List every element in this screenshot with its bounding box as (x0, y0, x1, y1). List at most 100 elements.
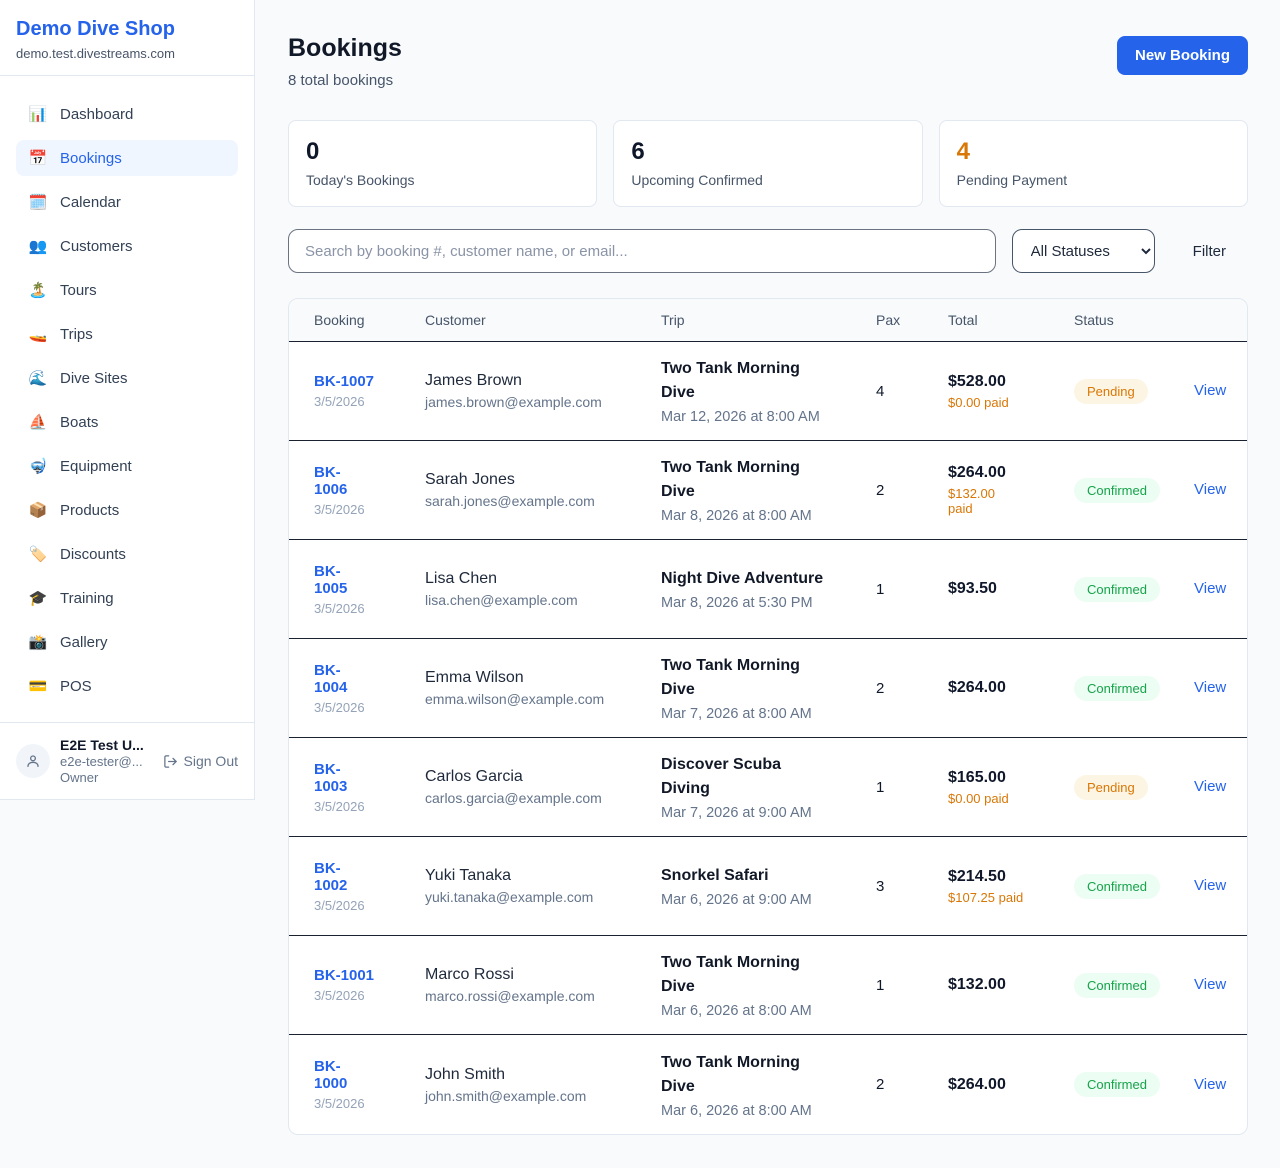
sidebar-item-tours[interactable]: 🏝️ Tours (16, 272, 238, 308)
sidebar-item-bookings[interactable]: 📅 Bookings (16, 140, 238, 176)
status-cell: Confirmed (1074, 576, 1194, 602)
customer-email: marco.rossi@example.com (425, 988, 595, 1004)
table-row: BK-1000 3/5/2026 John Smith john.smith@e… (289, 1035, 1247, 1134)
stat-value: 4 (956, 138, 971, 165)
customer-name: Lisa Chen (425, 570, 498, 587)
paid-amount: $132.00 paid (948, 486, 995, 516)
view-link[interactable]: View (1194, 877, 1227, 894)
view-link[interactable]: View (1194, 481, 1227, 498)
new-booking-button[interactable]: New Booking (1116, 36, 1248, 75)
sidebar-item-customers[interactable]: 👥 Customers (16, 228, 238, 264)
trip-datetime: Mar 7, 2026 at 8:00 AM (661, 706, 812, 722)
user-section: E2E Test U... e2e-tester@... Owner Sign … (0, 722, 254, 799)
customer-cell: Yuki Tanaka yuki.tanaka@example.com (425, 867, 661, 905)
column-header: Pax (876, 312, 901, 328)
trip-datetime: Mar 12, 2026 at 8:00 AM (661, 409, 820, 425)
trip-datetime: Mar 6, 2026 at 9:00 AM (661, 892, 812, 908)
package-icon: 📦 (28, 502, 48, 519)
status-badge: Confirmed (1074, 1072, 1160, 1097)
customer-cell: Lisa Chen lisa.chen@example.com (425, 570, 661, 608)
sidebar-item-boats[interactable]: ⛵ Boats (16, 404, 238, 440)
stat-label: Today's Bookings (306, 172, 415, 188)
avatar (16, 744, 50, 778)
pax-count: 1 (876, 580, 885, 598)
view-link[interactable]: View (1194, 679, 1227, 696)
sidebar-item-equipment[interactable]: 🤿 Equipment (16, 448, 238, 484)
total-amount: $214.50 (948, 867, 1006, 885)
column-header: Customer (425, 312, 486, 328)
customer-email: carlos.garcia@example.com (425, 790, 602, 806)
booking-date: 3/5/2026 (314, 988, 365, 1003)
status-badge: Confirmed (1074, 477, 1160, 503)
trip-cell: Two Tank Morning Dive Mar 7, 2026 at 8:0… (661, 654, 876, 722)
user-name: E2E Test U... (60, 737, 144, 753)
pax-count: 2 (876, 481, 885, 499)
sidebar-item-products[interactable]: 📦 Products (16, 492, 238, 528)
filters-row: All Statuses Filter (288, 229, 1248, 273)
booking-id-link[interactable]: BK-1002 (314, 859, 348, 894)
booking-id-link[interactable]: BK-1000 (314, 1058, 348, 1092)
status-filter-select[interactable]: All Statuses (1011, 229, 1155, 273)
customer-name: John Smith (425, 1065, 506, 1083)
booking-date: 3/5/2026 (314, 699, 365, 715)
column-header: Booking (314, 312, 365, 328)
booking-cell: BK-1002 3/5/2026 (314, 860, 425, 913)
booking-cell: BK-1005 3/5/2026 (314, 563, 425, 616)
customer-cell: Sarah Jones sarah.jones@example.com (425, 471, 661, 509)
sidebar-item-gallery[interactable]: 📸 Gallery (16, 624, 238, 660)
actions-cell: View (1194, 1076, 1247, 1094)
booking-id-link[interactable]: BK-1005 (314, 562, 348, 597)
total-amount: $528.00 (948, 372, 1006, 390)
customer-name: Yuki Tanaka (425, 867, 511, 884)
table-row: BK-1004 3/5/2026 Emma Wilson emma.wilson… (289, 639, 1247, 738)
booking-id-link[interactable]: BK-1006 (314, 463, 348, 498)
page-heading-group: Bookings 8 total bookings (288, 34, 402, 89)
trip-cell: Two Tank Morning Dive Mar 8, 2026 at 8:0… (661, 456, 876, 524)
table-row: BK-1003 3/5/2026 Carlos Garcia carlos.ga… (289, 738, 1247, 837)
status-cell: Confirmed (1074, 477, 1194, 503)
sidebar-item-label: Training (60, 589, 114, 607)
pax-count: 2 (876, 679, 885, 697)
sidebar-item-label: Gallery (60, 633, 108, 651)
sidebar-item-pos[interactable]: 💳 POS (16, 668, 238, 704)
total-cell: $264.00 $132.00 paid (948, 464, 1074, 516)
status-cell: Pending (1074, 378, 1194, 404)
sidebar: Demo Dive Shop demo.test.divestreams.com… (0, 0, 255, 800)
search-input[interactable] (288, 229, 996, 273)
booking-cell: BK-1004 3/5/2026 (314, 662, 425, 715)
sidebar-item-training[interactable]: 🎓 Training (16, 580, 238, 616)
person-icon (27, 755, 39, 767)
view-link[interactable]: View (1194, 778, 1227, 795)
booking-id-link[interactable]: BK-1004 (314, 661, 348, 696)
trip-name: Two Tank Morning Dive (661, 657, 800, 698)
sidebar-item-trips[interactable]: 🚤 Trips (16, 316, 238, 352)
paid-amount: $0.00 paid (948, 790, 1009, 806)
booking-date: 3/5/2026 (314, 501, 365, 517)
spiral-calendar-icon: 🗓️ (28, 194, 48, 211)
view-link[interactable]: View (1194, 580, 1227, 597)
table-row: BK-1005 3/5/2026 Lisa Chen lisa.chen@exa… (289, 540, 1247, 639)
booking-cell: BK-1000 3/5/2026 (314, 1058, 425, 1111)
booking-id-link[interactable]: BK-1007 (314, 373, 375, 390)
sidebar-item-discounts[interactable]: 🏷️ Discounts (16, 536, 238, 572)
total-amount: $264.00 (948, 1075, 1006, 1093)
view-link[interactable]: View (1194, 382, 1227, 399)
tag-icon: 🏷️ (28, 546, 48, 563)
sidebar-item-calendar[interactable]: 🗓️ Calendar (16, 184, 238, 220)
sidebar-item-dashboard[interactable]: 📊 Dashboard (16, 96, 238, 132)
view-link[interactable]: View (1194, 1075, 1227, 1093)
sidebar-item-label: POS (60, 677, 92, 695)
customer-cell: Emma Wilson emma.wilson@example.com (425, 669, 661, 707)
sidebar-item-dive-sites[interactable]: 🌊 Dive Sites (16, 360, 238, 396)
calendar-icon: 📅 (28, 150, 48, 167)
booking-date: 3/5/2026 (314, 600, 365, 616)
booking-id-link[interactable]: BK-1001 (314, 967, 375, 984)
booking-id-link[interactable]: BK-1003 (314, 760, 348, 795)
bookings-total-count: 8 total bookings (288, 72, 394, 89)
view-link[interactable]: View (1194, 976, 1227, 993)
sign-out-button[interactable]: Sign Out (163, 753, 238, 769)
total-amount: $132.00 (948, 976, 1006, 993)
total-cell: $264.00 (948, 679, 1074, 697)
filter-button[interactable]: Filter (1171, 243, 1248, 260)
trip-name: Two Tank Morning Dive (661, 360, 800, 401)
